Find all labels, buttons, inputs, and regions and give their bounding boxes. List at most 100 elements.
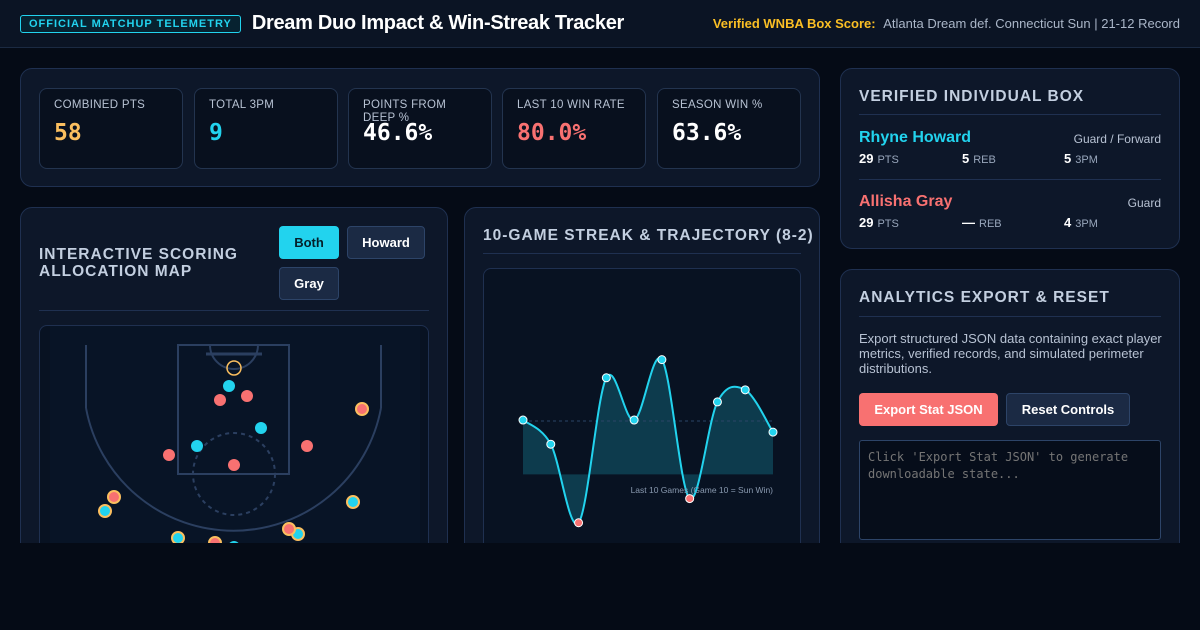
metric-label: LAST 10 WIN RATE [517,99,625,111]
verified-label: Verified WNBA Box Score: [712,16,876,31]
stat-key: PTS [877,154,899,166]
metric-value: 63.6% [672,120,742,146]
metric-value: 9 [209,120,223,146]
game-point[interactable] [546,439,556,449]
verified-value: Atlanta Dream def. Connecticut Sun | 21-… [883,16,1180,31]
divider [483,253,801,254]
metric-season-win: SEASON WIN % 63.6% [657,88,801,169]
gray-shot-marker[interactable] [163,449,175,461]
divider [859,316,1161,317]
metric-label: TOTAL 3PM [209,99,275,111]
stat-value: 29 [859,215,874,230]
filter-howard-button[interactable]: Howard [347,226,425,259]
metric-label: SEASON WIN % [672,99,763,111]
stat-gray-pts: 29 PTS [859,215,899,230]
metric-points-from-deep: POINTS FROM DEEP % 46.6% [348,88,492,169]
howard-shot-marker[interactable] [223,380,235,392]
reset-controls-button[interactable]: Reset Controls [1006,393,1130,426]
app-title: Dream Duo Impact & Win-Streak Tracker [251,12,624,34]
metrics-card: COMBINED PTS 58 TOTAL 3PM 9 POINTS FROM … [20,68,820,187]
game-point[interactable] [768,427,778,437]
game-point[interactable] [685,494,695,504]
gray-shot-marker[interactable] [241,390,253,402]
streak-area [523,358,773,524]
game-point[interactable] [740,385,750,395]
metric-value: 80.0% [517,120,587,146]
export-card: ANALYTICS EXPORT & RESET Export structur… [840,269,1180,569]
streak-title: 10-GAME STREAK & TRAJECTORY (8-2) [483,227,814,244]
game-point[interactable] [518,415,528,425]
streak-card: 10-GAME STREAK & TRAJECTORY (8-2) Last 1… [464,207,820,567]
stat-key: REB [973,154,996,166]
telemetry-badge: OFFICIAL MATCHUP TELEMETRY [20,14,241,33]
streak-line [522,357,774,525]
stat-value: — [962,215,975,230]
game-point[interactable] [574,518,584,528]
metric-combined-pts: COMBINED PTS 58 [39,88,183,169]
scoring-map-card: INTERACTIVE SCORING ALLOCATION MAP Both … [20,207,448,567]
export-output-field[interactable] [859,440,1161,540]
divider [859,114,1161,115]
stat-value: 4 [1064,215,1072,230]
free-throw-circle [192,432,276,516]
stat-key: REB [979,218,1002,230]
stat-key: 3PM [1075,218,1098,230]
filter-both-button[interactable]: Both [279,226,339,259]
metric-value: 58 [54,120,82,146]
metric-label: COMBINED PTS [54,99,146,111]
stat-key: 3PM [1075,154,1098,166]
player-name-howard: Rhyne Howard [859,129,972,146]
court-map[interactable] [39,325,429,565]
court-lines [85,344,382,532]
verified-score: Verified WNBA Box Score: Atlanta Dream d… [713,16,1180,31]
metric-last10-win-rate: LAST 10 WIN RATE 80.0% [502,88,646,169]
hoop [226,360,242,376]
paint-lane [177,344,290,475]
howard-shot-marker[interactable] [191,440,203,452]
court-svg [50,326,420,564]
gray-shot-marker[interactable] [228,459,240,471]
export-json-button[interactable]: Export Stat JSON [859,393,998,426]
stat-value: 5 [962,151,970,166]
gray-shot-marker[interactable] [301,440,313,452]
export-title: ANALYTICS EXPORT & RESET [859,289,1110,306]
stat-gray-reb: — REB [962,215,1002,230]
gray-shot-marker[interactable] [214,394,226,406]
player-role-howard: Guard / Forward [1073,132,1161,146]
court-floor [50,326,420,564]
stat-howard-3pm: 5 3PM [1064,151,1098,166]
divider [859,179,1161,180]
game-point[interactable] [629,415,639,425]
filter-gray-button[interactable]: Gray [279,267,339,300]
export-description: Export structured JSON data containing e… [859,331,1162,376]
gray-shot-marker[interactable] [282,522,296,536]
chart-xlabel: Last 10 Games (Game 10 = Sun Win) [631,485,774,495]
bottom-background [0,543,1200,630]
stat-gray-3pm: 4 3PM [1064,215,1098,230]
streak-points [518,355,778,528]
stat-howard-reb: 5 REB [962,151,996,166]
howard-shot-marker[interactable] [346,495,360,509]
game-point[interactable] [712,397,722,407]
individual-box-card: VERIFIED INDIVIDUAL BOX Rhyne Howard Gua… [840,68,1180,249]
box-title: VERIFIED INDIVIDUAL BOX [859,88,1085,105]
howard-shot-marker[interactable] [255,422,267,434]
player-role-gray: Guard [1127,196,1161,210]
top-header: OFFICIAL MATCHUP TELEMETRY Dream Duo Imp… [0,0,1200,48]
stat-value: 29 [859,151,874,166]
stat-howard-pts: 29 PTS [859,151,899,166]
streak-chart-svg: Last 10 Games (Game 10 = Sun Win) [518,355,778,528]
three-point-arc [85,407,382,532]
game-point[interactable] [601,373,611,383]
gray-shot-marker[interactable] [107,490,121,504]
stat-value: 5 [1064,151,1072,166]
player-name-gray: Allisha Gray [859,193,953,210]
game-point[interactable] [657,355,667,365]
metric-label: POINTS FROM DEEP % [363,99,447,124]
streak-chart: Last 10 Games (Game 10 = Sun Win) [483,268,801,558]
scoring-map-title: INTERACTIVE SCORING ALLOCATION MAP [39,246,238,280]
metric-total-3pm: TOTAL 3PM 9 [194,88,338,169]
gray-shot-marker[interactable] [355,402,369,416]
stat-key: PTS [877,218,899,230]
howard-shot-marker[interactable] [98,504,112,518]
